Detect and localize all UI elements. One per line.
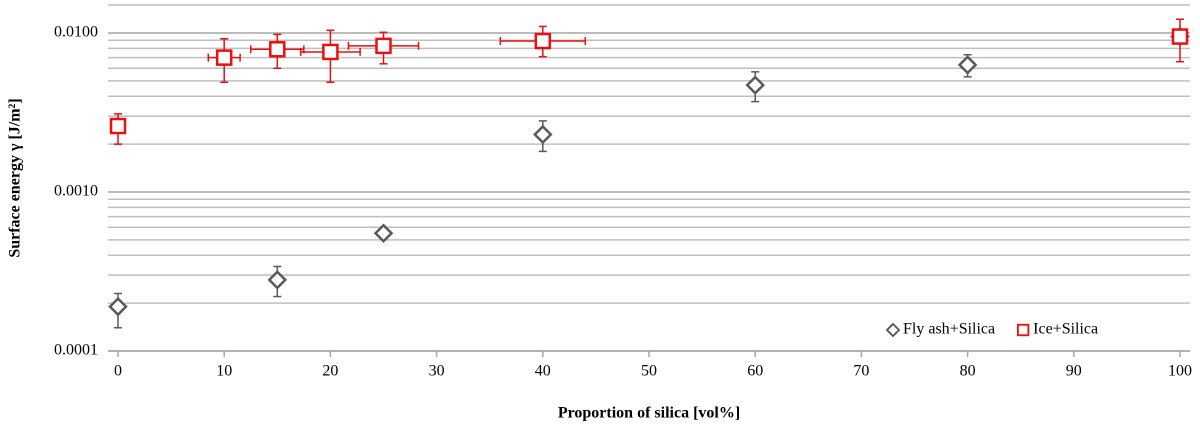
x-tick-label: 100 [1168, 363, 1192, 380]
legend-marker [885, 322, 901, 338]
x-tick-label: 90 [1066, 363, 1082, 380]
point [957, 55, 978, 75]
y-tick-label: 0.0010 [54, 183, 98, 200]
point [215, 49, 233, 66]
point [1171, 28, 1189, 45]
x-tick-label: 80 [960, 363, 976, 380]
x-tick-label: 50 [641, 363, 657, 380]
point [108, 296, 128, 317]
legend-label: Ice+Silica [1033, 321, 1098, 338]
x-tick-label: 10 [216, 363, 232, 380]
x-tick-label: 60 [747, 363, 763, 380]
x-tick-label: 20 [322, 363, 338, 380]
point [109, 117, 127, 135]
legend-marker [1016, 323, 1030, 337]
point [375, 37, 392, 55]
y-axis-label: Surface energy γ [J/m²] [7, 98, 24, 257]
x-tick-label: 70 [853, 363, 869, 380]
y-tick-label: 0.0100 [54, 24, 98, 41]
point [533, 124, 553, 145]
point [269, 41, 286, 58]
x-tick-label: 40 [535, 363, 551, 380]
point [267, 270, 288, 290]
point [534, 32, 552, 50]
point [745, 75, 765, 95]
y-tick-label: 0.0001 [54, 342, 98, 359]
point [322, 43, 339, 61]
x-tick-label: 0 [114, 363, 122, 380]
point [373, 223, 394, 244]
x-axis-label: Proportion of silica [vol%] [558, 405, 740, 422]
legend-label: Fly ash+Silica [903, 321, 995, 338]
x-tick-label: 30 [429, 363, 445, 380]
